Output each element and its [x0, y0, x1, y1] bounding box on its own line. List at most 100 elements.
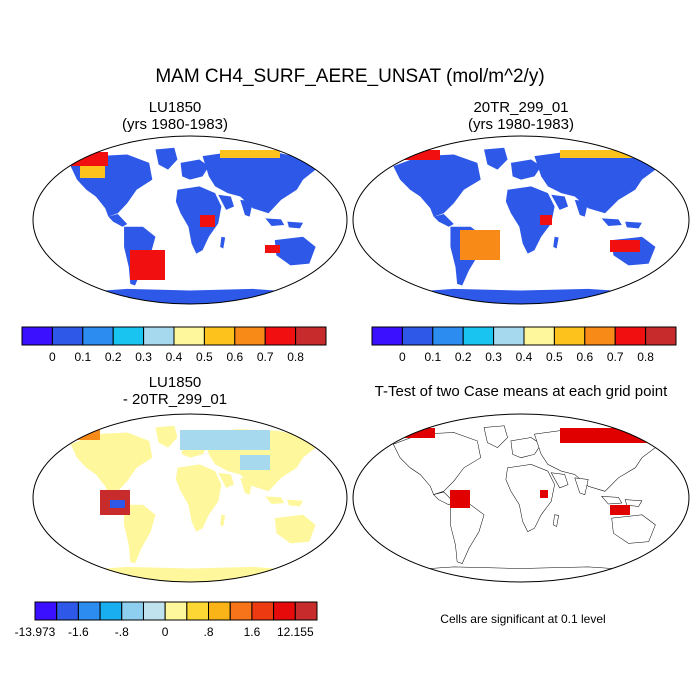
colorbar-label: 0.7 — [257, 350, 274, 364]
colorbar-box — [99, 601, 123, 621]
colorbar-box — [553, 326, 586, 346]
colorbar-box — [173, 326, 205, 346]
colorbar-label: 0.4 — [166, 350, 183, 364]
signif-cell — [400, 428, 435, 438]
colorbar-box — [143, 326, 175, 346]
hotspot — [560, 150, 640, 158]
hotspot — [130, 250, 165, 280]
colorbar-box — [584, 326, 616, 346]
colorbar-box — [295, 326, 327, 346]
map-ttest — [379, 425, 663, 582]
hotspot — [80, 166, 105, 178]
map-outline — [32, 413, 348, 583]
colorbar-label: 0.6 — [576, 350, 593, 364]
colorbar-label: -13.973 — [15, 625, 56, 639]
map-outline — [352, 413, 690, 583]
colorbar-label: 0.3 — [135, 350, 152, 364]
panel-title-line2: - 20TR_299_01 — [123, 391, 227, 408]
hotspots-20tr — [400, 150, 640, 260]
hotspot — [220, 150, 280, 158]
colorbar-box — [229, 601, 253, 621]
colorbar-label: -1.6 — [68, 625, 89, 639]
map-20tr — [379, 147, 663, 304]
patch — [240, 455, 270, 470]
colorbar-label: .8 — [204, 625, 214, 639]
patch — [180, 430, 270, 450]
panel-title-line1: LU1850 — [149, 374, 202, 391]
colorbar-box — [203, 326, 236, 346]
signif-cell — [610, 505, 630, 515]
colorbar-label: 0.5 — [546, 350, 563, 364]
colorbar-label: 0.8 — [287, 350, 304, 364]
colorbar-label: 0.2 — [455, 350, 472, 364]
colorbar-box — [294, 601, 318, 621]
colorbar-box — [371, 326, 403, 346]
colorbar-box — [401, 326, 434, 346]
panel-title-line1: 20TR_299_01 — [473, 99, 568, 116]
colorbar-label: 0.8 — [637, 350, 654, 364]
panel-title: T-Test of two Case means at each grid po… — [375, 383, 668, 400]
colorbar-box — [462, 326, 495, 346]
colorbar-20tr: 0 0.1 0.2 0.3 0.4 0.5 0.6 0.7 0.8 — [371, 326, 677, 364]
colorbar-box — [273, 601, 296, 621]
colorbar-box — [56, 601, 79, 621]
continents — [379, 425, 663, 582]
colorbar-lu1850: 0 0.1 0.2 0.3 0.4 0.5 0.6 0.7 0.8 — [21, 326, 327, 364]
colorbar-label: 0 — [49, 350, 56, 364]
colorbar-label: 0.2 — [105, 350, 122, 364]
panel-diff: LU1850 - 20TR_299_01 — [32, 374, 348, 583]
hotspot — [460, 230, 500, 260]
colorbar-label: 1.6 — [244, 625, 261, 639]
colorbar-label: 0 — [162, 625, 169, 639]
map-diff — [58, 425, 322, 582]
panel-20tr: 20TR_299_01 (yrs 1980-1983) — [352, 99, 690, 305]
colorbar-label: 0.6 — [226, 350, 243, 364]
hotspot — [610, 240, 640, 252]
colorbar-box — [264, 326, 297, 346]
colorbar-label: 0.4 — [516, 350, 533, 364]
map-outline — [32, 135, 348, 305]
colorbar-label: 12.155 — [277, 625, 314, 639]
colorbar-label: -.8 — [115, 625, 129, 639]
signif-cell — [450, 490, 470, 508]
colorbar-box — [51, 326, 84, 346]
main-title: MAM CH4_SURF_AERE_UNSAT (mol/m^2/y) — [155, 66, 544, 87]
colorbar-label: 0.5 — [196, 350, 213, 364]
panel-title-line1: LU1850 — [149, 99, 202, 116]
colorbar-box — [523, 326, 555, 346]
colorbar-box — [432, 326, 464, 346]
colorbar-box — [614, 326, 647, 346]
panel-title-line2: (yrs 1980-1983) — [122, 116, 228, 133]
map-outline — [352, 135, 690, 305]
colorbar-label: 0.1 — [74, 350, 91, 364]
colorbar-diff: -13.973 -1.6 -.8 0 .8 1.6 12.155 — [15, 601, 318, 639]
hotspot — [540, 215, 552, 225]
panel-ttest: T-Test of two Case means at each grid po… — [352, 383, 690, 626]
colorbar-box — [112, 326, 145, 346]
colorbar-label: 0.1 — [424, 350, 441, 364]
hotspot — [200, 215, 215, 227]
colorbar-box — [186, 601, 210, 621]
colorbar-label: 0.7 — [607, 350, 624, 364]
colorbar-box — [34, 601, 58, 621]
colorbar-box — [234, 326, 266, 346]
signif-cell — [560, 428, 650, 443]
colorbar-box — [164, 601, 188, 621]
hotspot — [400, 150, 440, 160]
colorbar-box — [77, 601, 101, 621]
colorbar-box — [21, 326, 53, 346]
colorbar-box — [645, 326, 677, 346]
colorbar-box — [82, 326, 114, 346]
panel-title-line2: (yrs 1980-1983) — [468, 116, 574, 133]
map-lu1850 — [58, 147, 322, 304]
colorbar-box — [142, 601, 166, 621]
colorbar-box — [251, 601, 275, 621]
colorbar-box — [208, 601, 231, 621]
colorbar-label: 0 — [399, 350, 406, 364]
signif-cell — [540, 490, 548, 498]
colorbar-label: 0.3 — [485, 350, 502, 364]
colorbar-box — [121, 601, 144, 621]
colorbar-box — [493, 326, 525, 346]
panel-lu1850: LU1850 (yrs 1980-1983) — [32, 99, 348, 305]
